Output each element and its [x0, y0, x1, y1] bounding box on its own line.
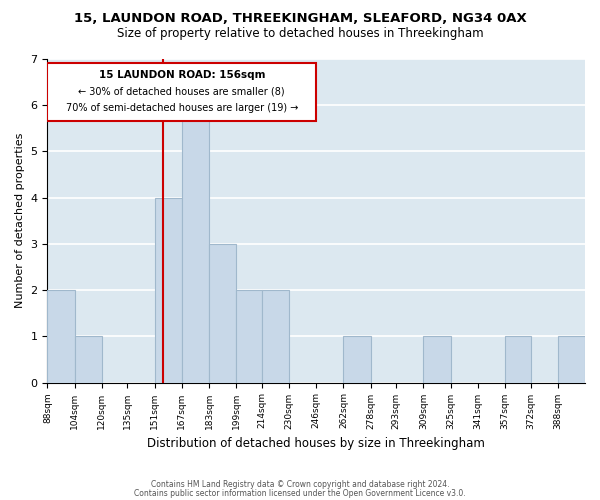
Bar: [209, 244, 236, 382]
Bar: [424, 336, 451, 382]
Text: Size of property relative to detached houses in Threekingham: Size of property relative to detached ho…: [116, 28, 484, 40]
Text: 15, LAUNDON ROAD, THREEKINGHAM, SLEAFORD, NG34 0AX: 15, LAUNDON ROAD, THREEKINGHAM, SLEAFORD…: [74, 12, 526, 24]
Bar: [74, 336, 102, 382]
Text: Contains HM Land Registry data © Crown copyright and database right 2024.: Contains HM Land Registry data © Crown c…: [151, 480, 449, 489]
Bar: [505, 336, 530, 382]
Text: ← 30% of detached houses are smaller (8): ← 30% of detached houses are smaller (8): [79, 86, 285, 97]
Text: Contains public sector information licensed under the Open Government Licence v3: Contains public sector information licen…: [134, 489, 466, 498]
Bar: [182, 105, 209, 382]
FancyBboxPatch shape: [47, 62, 316, 122]
X-axis label: Distribution of detached houses by size in Threekingham: Distribution of detached houses by size …: [147, 437, 485, 450]
Text: 70% of semi-detached houses are larger (19) →: 70% of semi-detached houses are larger (…: [65, 104, 298, 114]
Bar: [262, 290, 289, 382]
Bar: [558, 336, 585, 382]
Text: 15 LAUNDON ROAD: 156sqm: 15 LAUNDON ROAD: 156sqm: [98, 70, 265, 80]
Y-axis label: Number of detached properties: Number of detached properties: [15, 133, 25, 308]
Bar: [47, 290, 74, 382]
Bar: [343, 336, 371, 382]
Bar: [236, 290, 262, 382]
Bar: [155, 198, 182, 382]
